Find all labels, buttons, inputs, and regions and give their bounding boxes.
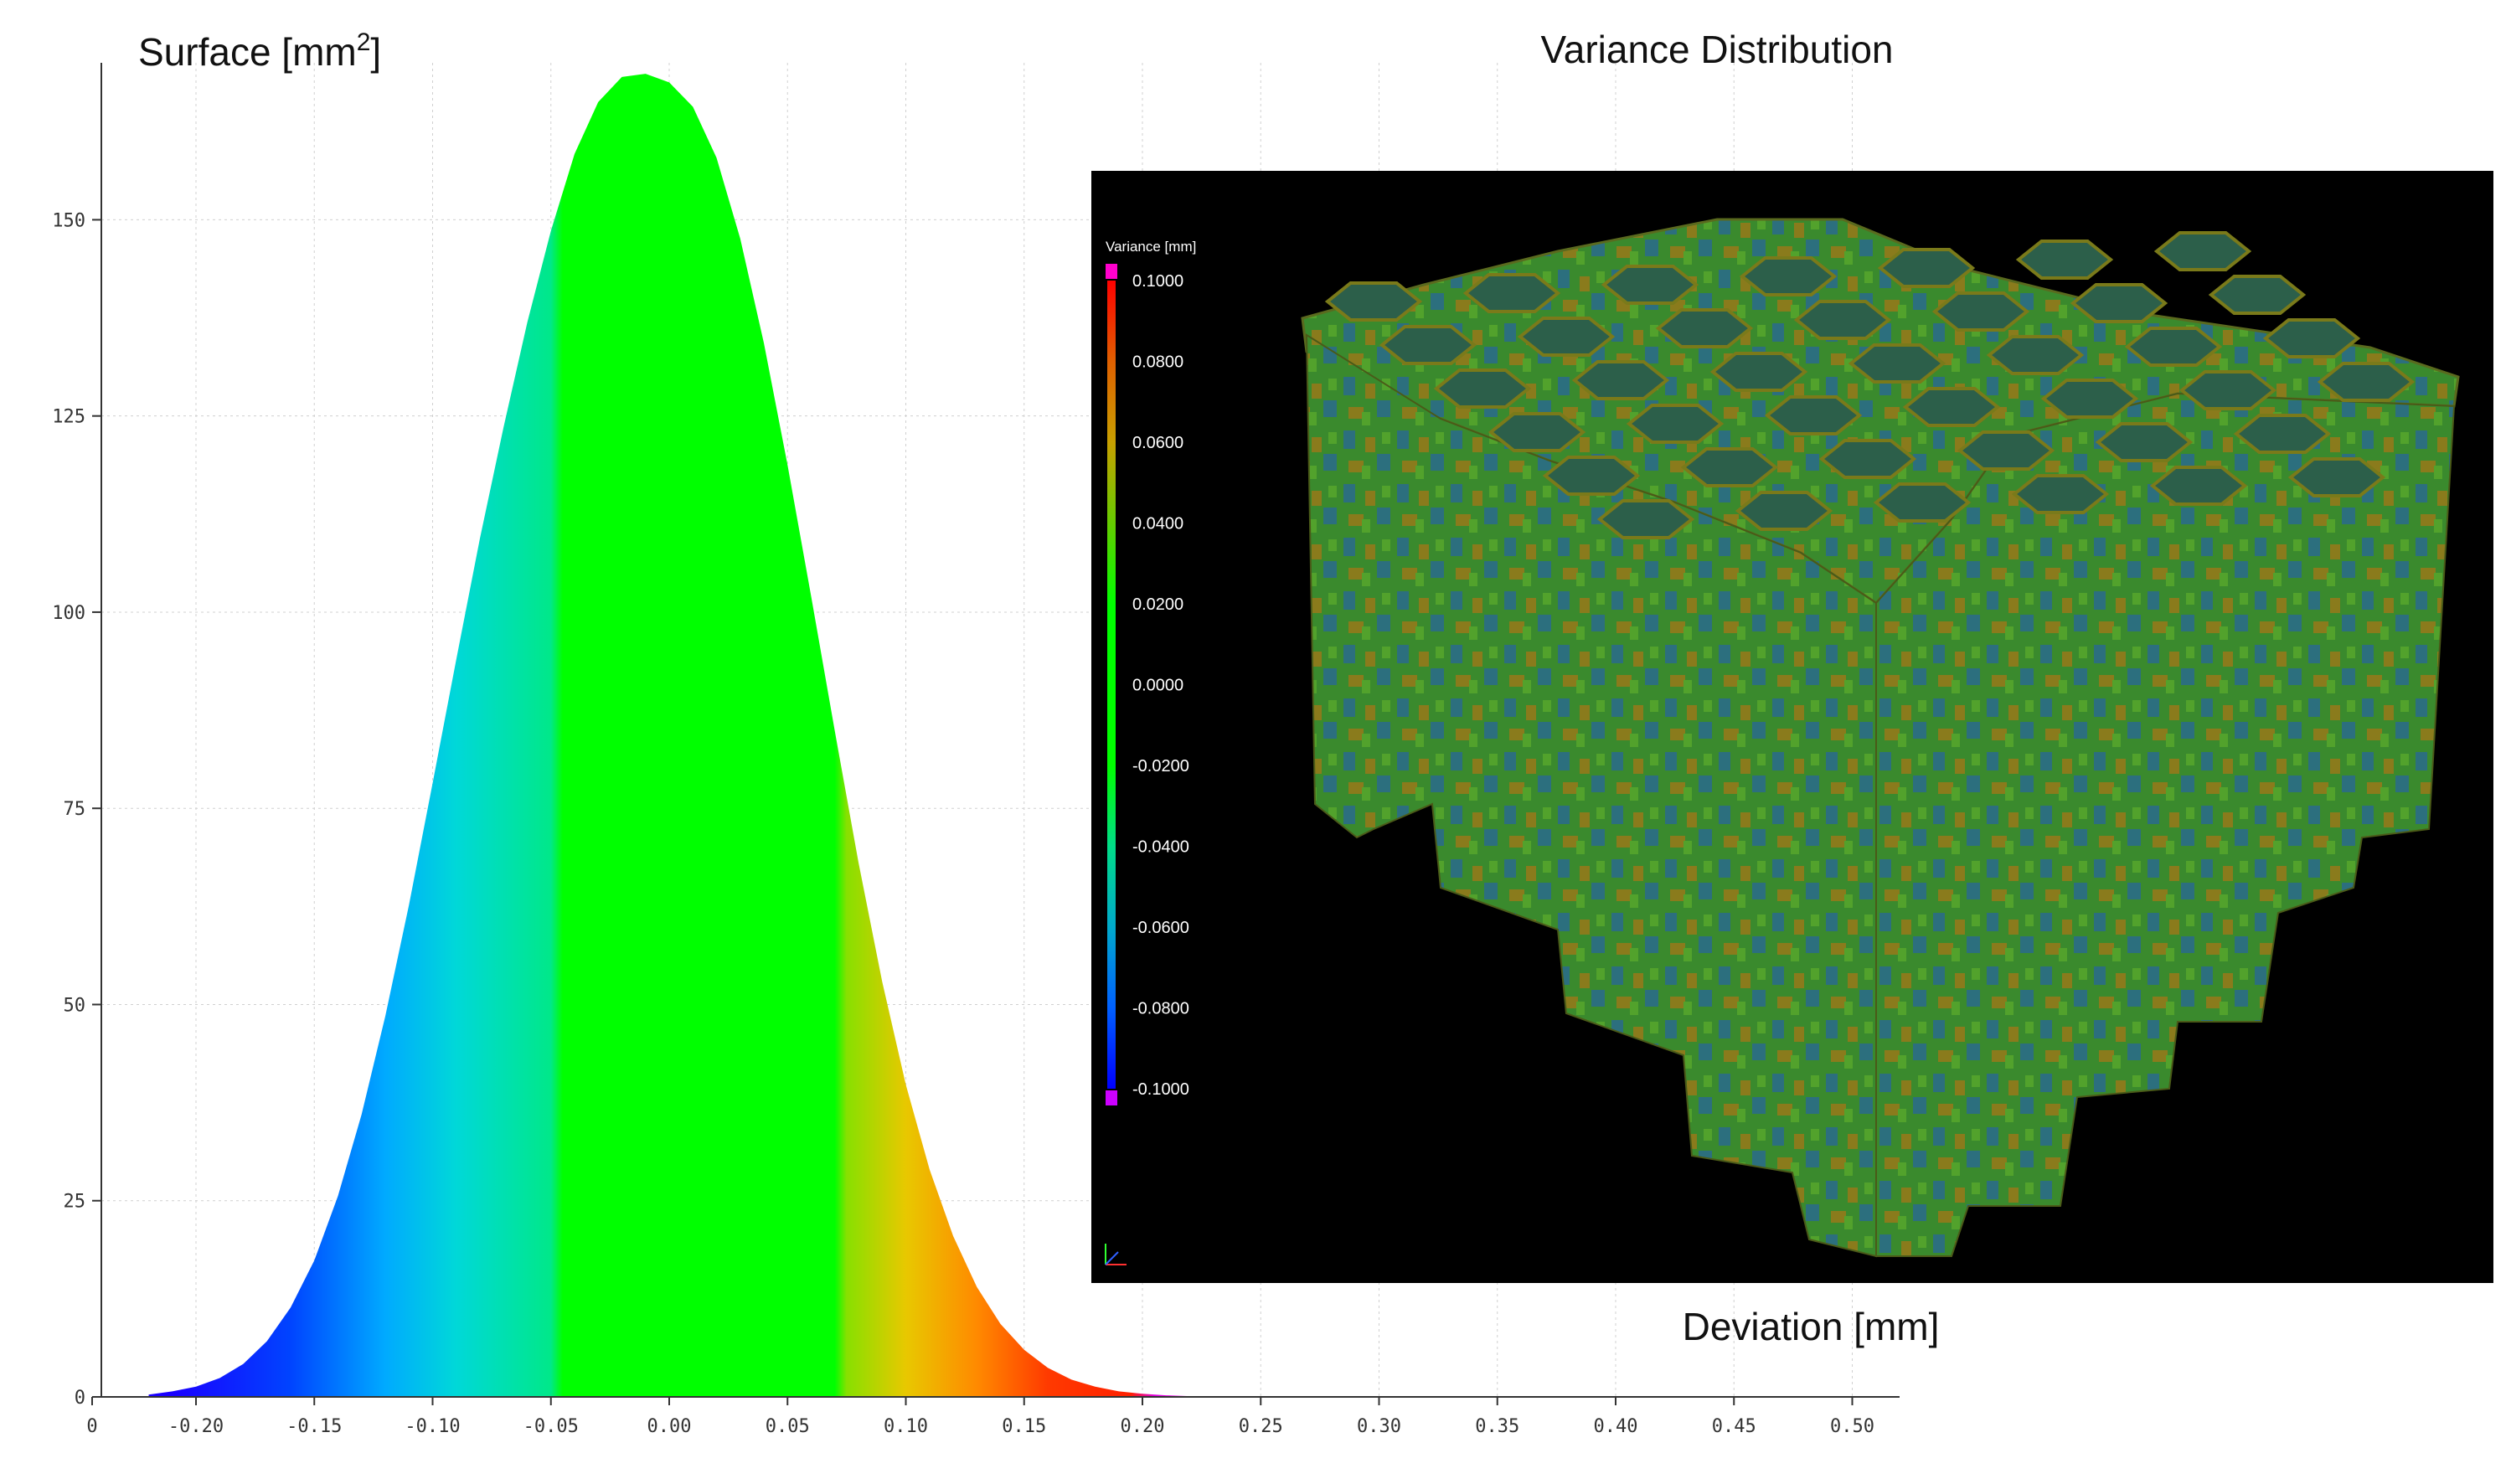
- x-tick-label: 0: [86, 1416, 97, 1437]
- lattice-hex-cell: [1433, 368, 1532, 409]
- y-axis-ticks: 0 25 50 75 100 125 150: [52, 210, 101, 1409]
- y-tick-label: 75: [64, 799, 86, 820]
- x-tick-label: -0.10: [405, 1416, 460, 1437]
- lattice-hex-cell: [1986, 335, 2085, 375]
- lattice-hex-cell: [1764, 395, 1863, 435]
- lattice-hex-cell: [1517, 317, 1616, 357]
- x-tick-label: 0.30: [1357, 1416, 1401, 1437]
- colorbar-tick-label: -0.1000: [1132, 1080, 1189, 1099]
- x-tick-label: 0.25: [1239, 1416, 1283, 1437]
- lattice-hex-cell: [2011, 474, 2110, 514]
- y-axis-label-superscript: 2: [357, 28, 371, 56]
- lattice-hex-cell: [2153, 231, 2252, 271]
- lattice-hex-cell: [1626, 404, 1725, 444]
- chart-title: Variance Distribution: [1540, 28, 1893, 71]
- colorbar-bar: [1107, 281, 1116, 1089]
- colorbar-tick-label: -0.0400: [1132, 838, 1189, 857]
- lattice-hex-cell: [1680, 447, 1779, 487]
- x-tick-label: -0.05: [523, 1416, 579, 1437]
- lattice-hex-cell: [1601, 265, 1699, 305]
- lattice-hex-cell: [2149, 466, 2248, 506]
- lattice-hex-cell: [1709, 352, 1808, 392]
- y-axis-label: Surface [mm2]: [138, 28, 381, 74]
- lattice-3d-block: [1301, 218, 2460, 1258]
- lattice-hex-cell: [1957, 430, 2055, 471]
- colorbar-tick-label: 0.0800: [1132, 353, 1183, 372]
- colorbar-tick-label: 0.1000: [1132, 272, 1183, 291]
- colorbar-top-marker: [1106, 264, 1117, 279]
- lattice-hex-cell: [1902, 387, 2001, 427]
- y-tick-label: 0: [75, 1388, 85, 1409]
- x-tick-label: 0.00: [647, 1416, 692, 1437]
- lattice-hex-cell: [2233, 414, 2332, 454]
- y-tick-label: 25: [64, 1192, 86, 1213]
- inset-3d-render: Variance [mm] 0.10000.08000.06000.04000.…: [1091, 171, 2493, 1283]
- x-tick-label: -0.20: [168, 1416, 224, 1437]
- lattice-hex-cell: [2095, 422, 2194, 462]
- colorbar-tick-label: 0.0400: [1132, 515, 1183, 533]
- lattice-hex-cell: [2208, 275, 2307, 315]
- lattice-hex-cell: [1596, 499, 1695, 539]
- lattice-hex-cell: [1735, 491, 1833, 531]
- histogram-area: [148, 74, 1214, 1398]
- y-tick-label: 150: [52, 210, 85, 231]
- lattice-hex-cell: [2287, 457, 2386, 497]
- colorbar-tick-label: -0.0800: [1132, 1000, 1189, 1018]
- lattice-left-face: [1305, 333, 1877, 1258]
- lattice-hex-cell: [1873, 482, 1972, 523]
- lattice-hex-cell: [2262, 318, 2361, 358]
- lattice-hex-cell: [2124, 327, 2223, 367]
- lattice-hex-cell: [1571, 360, 1670, 400]
- colorbar-tick-label: 0.0200: [1132, 595, 1183, 614]
- x-tick-label: 0.45: [1712, 1416, 1756, 1437]
- x-tick-label: 0.20: [1121, 1416, 1165, 1437]
- y-tick-label: 50: [64, 995, 86, 1016]
- x-tick-label: 0.40: [1594, 1416, 1638, 1437]
- lattice-hex-cell: [1793, 300, 1892, 340]
- colorbar-tick-label: -0.0600: [1132, 919, 1189, 937]
- lattice-hex-cell: [2015, 240, 2114, 280]
- colorbar-tick-label: -0.0200: [1132, 757, 1189, 775]
- lattice-hex-cell: [1818, 439, 1917, 479]
- y-tick-label: 125: [52, 407, 85, 428]
- colorbar-bottom-marker: [1106, 1090, 1117, 1105]
- x-tick-label: 0.10: [884, 1416, 928, 1437]
- x-tick-label: 0.50: [1830, 1416, 1874, 1437]
- colorbar-title: Variance [mm]: [1106, 239, 1196, 255]
- lattice-right-face: [1875, 392, 2456, 1257]
- lattice-hex-cell: [1739, 256, 1838, 296]
- lattice-hex-cell: [1848, 343, 1946, 384]
- x-axis-ticks: 0 -0.20 -0.15 -0.10 -0.05 0.00 0.05 0.10 0.15 0.2…: [86, 1397, 1874, 1437]
- lattice-hex-cell: [1488, 412, 1586, 452]
- lattice-hex-cell: [1462, 273, 1561, 313]
- x-tick-label: 0.05: [766, 1416, 810, 1437]
- lattice-hex-cell: [2070, 283, 2168, 323]
- lattice-hex-cell: [1931, 291, 2030, 332]
- lattice-hex-cell: [2317, 362, 2416, 402]
- lattice-hex-cell: [1542, 456, 1641, 496]
- lattice-hex-cell: [1655, 308, 1754, 348]
- x-tick-label: 0.15: [1002, 1416, 1046, 1437]
- x-tick-label: 0.35: [1475, 1416, 1519, 1437]
- colorbar-ticks: 0.1000 0.0800 0.0600 0.0400 0.0200 0.0000 -0.0…: [1132, 272, 1189, 1099]
- axis-triad-icon: [1105, 1244, 1127, 1265]
- colorbar-tick-label: 0.0600: [1132, 434, 1183, 452]
- lattice-hex-cell: [1379, 325, 1477, 365]
- lattice-hex-cell: [2178, 370, 2277, 410]
- y-tick-label: 100: [52, 603, 85, 624]
- lattice-hex-cell: [2040, 379, 2139, 419]
- lattice-hex-cell: [1877, 248, 1976, 288]
- x-axis-label: Deviation [mm]: [1683, 1305, 1940, 1348]
- lattice-hex-cells: [1324, 231, 2416, 539]
- plot-area: [148, 74, 1214, 1398]
- lattice-hex-cell: [1324, 281, 1423, 322]
- colorbar-tick-label: 0.0000: [1132, 677, 1183, 695]
- x-tick-label: -0.15: [286, 1416, 342, 1437]
